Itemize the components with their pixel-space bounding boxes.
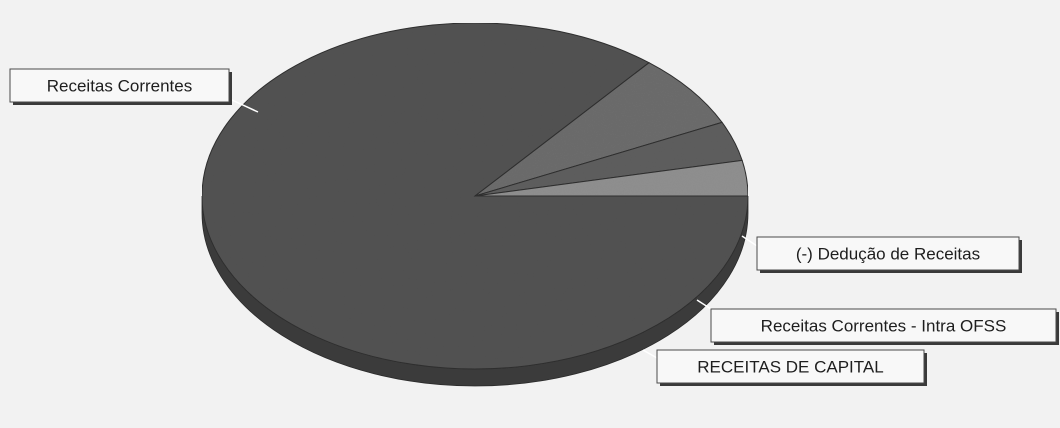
- callout-3: RECEITAS DE CAPITAL: [656, 349, 927, 386]
- callout-2: Receitas Correntes - Intra OFSS: [710, 308, 1059, 345]
- callout-labels: Receitas Correntes (-) Dedução de Receita…: [9, 68, 1059, 386]
- callout-box: [756, 236, 1020, 271]
- callout-box: [9, 68, 230, 103]
- slice-label: (-) Dedução de Receitas: [796, 245, 980, 264]
- callout-box: [656, 349, 925, 384]
- leader-line-1: [741, 235, 758, 247]
- pie-top-faces: [201, 22, 749, 370]
- slice-label: RECEITAS DE CAPITAL: [697, 358, 883, 377]
- callout-leader-lines: [231, 99, 758, 359]
- slice-label: Receitas Correntes - Intra OFSS: [761, 317, 1007, 336]
- pie-slice-3: [474, 159, 749, 197]
- callout-1: (-) Dedução de Receitas: [756, 236, 1022, 273]
- callout-box: [710, 308, 1057, 343]
- leader-line-0: [231, 99, 259, 113]
- callout-0: Receitas Correntes: [9, 68, 232, 105]
- leader-line-2: [696, 299, 712, 310]
- leader-line-3: [642, 349, 658, 359]
- slice-label: Receitas Correntes: [47, 77, 193, 96]
- pie-slice-1: [474, 62, 723, 197]
